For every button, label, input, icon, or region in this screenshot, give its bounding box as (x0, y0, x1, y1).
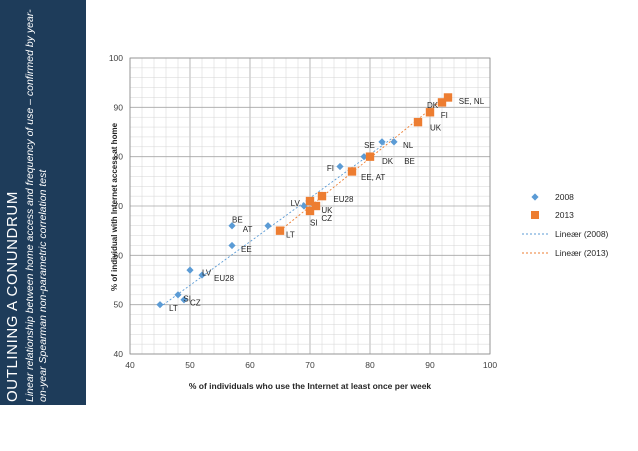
y-tick-label: 70 (114, 201, 124, 211)
legend-marker-2008 (531, 193, 539, 201)
legend-entry-label: 2013 (555, 210, 574, 220)
data-point-2008 (156, 301, 164, 309)
y-tick-label: 40 (114, 349, 124, 359)
point-label: AT (243, 225, 253, 234)
point-label: EE (241, 245, 252, 254)
x-tick-label: 100 (483, 360, 497, 370)
data-point-2013 (365, 152, 375, 161)
x-tick-label: 60 (245, 360, 255, 370)
data-point-2008 (390, 138, 398, 146)
plot-area-frame (129, 57, 491, 355)
title-sidebar: OUTLINING A CONUNDRUM Linear relationshi… (0, 0, 86, 405)
point-label: UK (321, 206, 333, 215)
point-label: SE, NL (459, 97, 485, 106)
point-label: CZ (190, 299, 201, 308)
data-point-2008 (378, 138, 386, 146)
data-point-2008 (174, 291, 182, 299)
point-label: FI (441, 111, 448, 120)
data-point-2008 (186, 266, 194, 274)
y-tick-label: 90 (114, 102, 124, 112)
trendlines-group (159, 94, 449, 308)
point-label: EU28 (333, 195, 354, 204)
point-label: LT (286, 231, 295, 240)
x-tick-label: 80 (365, 360, 375, 370)
chart-legend: 2008 2013 Lineær (2008) Lineær (2013) (522, 192, 609, 258)
point-label: LV (202, 269, 212, 278)
y-tick-label: 80 (114, 152, 124, 162)
data-point-2013 (305, 196, 315, 206)
data-point-2008 (228, 222, 236, 230)
point-label: BE (404, 157, 415, 166)
point-label: DK (427, 101, 439, 110)
data-point-2008 (180, 296, 188, 304)
point-label: LT (169, 304, 178, 313)
data-point-2013 (317, 191, 327, 201)
data-point-2013 (275, 226, 285, 235)
x-tick-label: 40 (125, 360, 135, 370)
point-label: DK (382, 157, 394, 166)
y-tick-label: 60 (114, 250, 124, 260)
chart-grid (129, 57, 491, 355)
point-label: UK (430, 124, 442, 133)
point-label: EU28 (214, 274, 235, 283)
legend-entry-label: 2008 (555, 192, 574, 202)
data-points-group (156, 93, 453, 309)
point-label: CZ (321, 214, 332, 223)
point-label: SI (310, 218, 318, 227)
data-point-2013 (305, 206, 315, 216)
data-point-2008 (198, 271, 206, 279)
y-axis-label: % of individual with Internet access at … (110, 122, 119, 291)
x-tick-label: 90 (425, 360, 435, 370)
point-label: LV (291, 199, 301, 208)
legend-entry-label: Lineær (2013) (555, 248, 609, 258)
point-label: BE (232, 215, 243, 224)
data-point-2008 (336, 162, 344, 171)
x-tick-label: 70 (305, 360, 315, 370)
data-point-2013 (443, 93, 453, 102)
data-point-2013 (311, 201, 321, 211)
point-label: SE (364, 141, 375, 150)
trendline-2008 (159, 136, 395, 308)
x-axis-label: % of individuals who use the Internet at… (189, 381, 432, 391)
data-point-2013 (437, 98, 447, 107)
trendline-2013 (279, 94, 449, 232)
data-point-2008 (264, 222, 272, 230)
data-point-2013 (425, 108, 435, 117)
axis-ticks-group: 40 50 60 70 80 90 100 40 50 60 70 80 90 100 (109, 53, 498, 370)
data-point-2013 (347, 167, 357, 176)
point-label: EE, AT (361, 173, 385, 182)
point-label: NL (403, 141, 414, 150)
x-tick-label: 50 (185, 360, 195, 370)
point-label: SI (183, 294, 191, 303)
data-point-2008 (228, 241, 236, 250)
legend-marker-2013 (531, 211, 539, 219)
data-point-2013 (413, 117, 423, 127)
legend-entry-label: Lineær (2008) (555, 229, 609, 239)
y-tick-label: 100 (109, 53, 123, 63)
point-label: FI (327, 164, 334, 173)
y-tick-label: 50 (114, 300, 124, 310)
